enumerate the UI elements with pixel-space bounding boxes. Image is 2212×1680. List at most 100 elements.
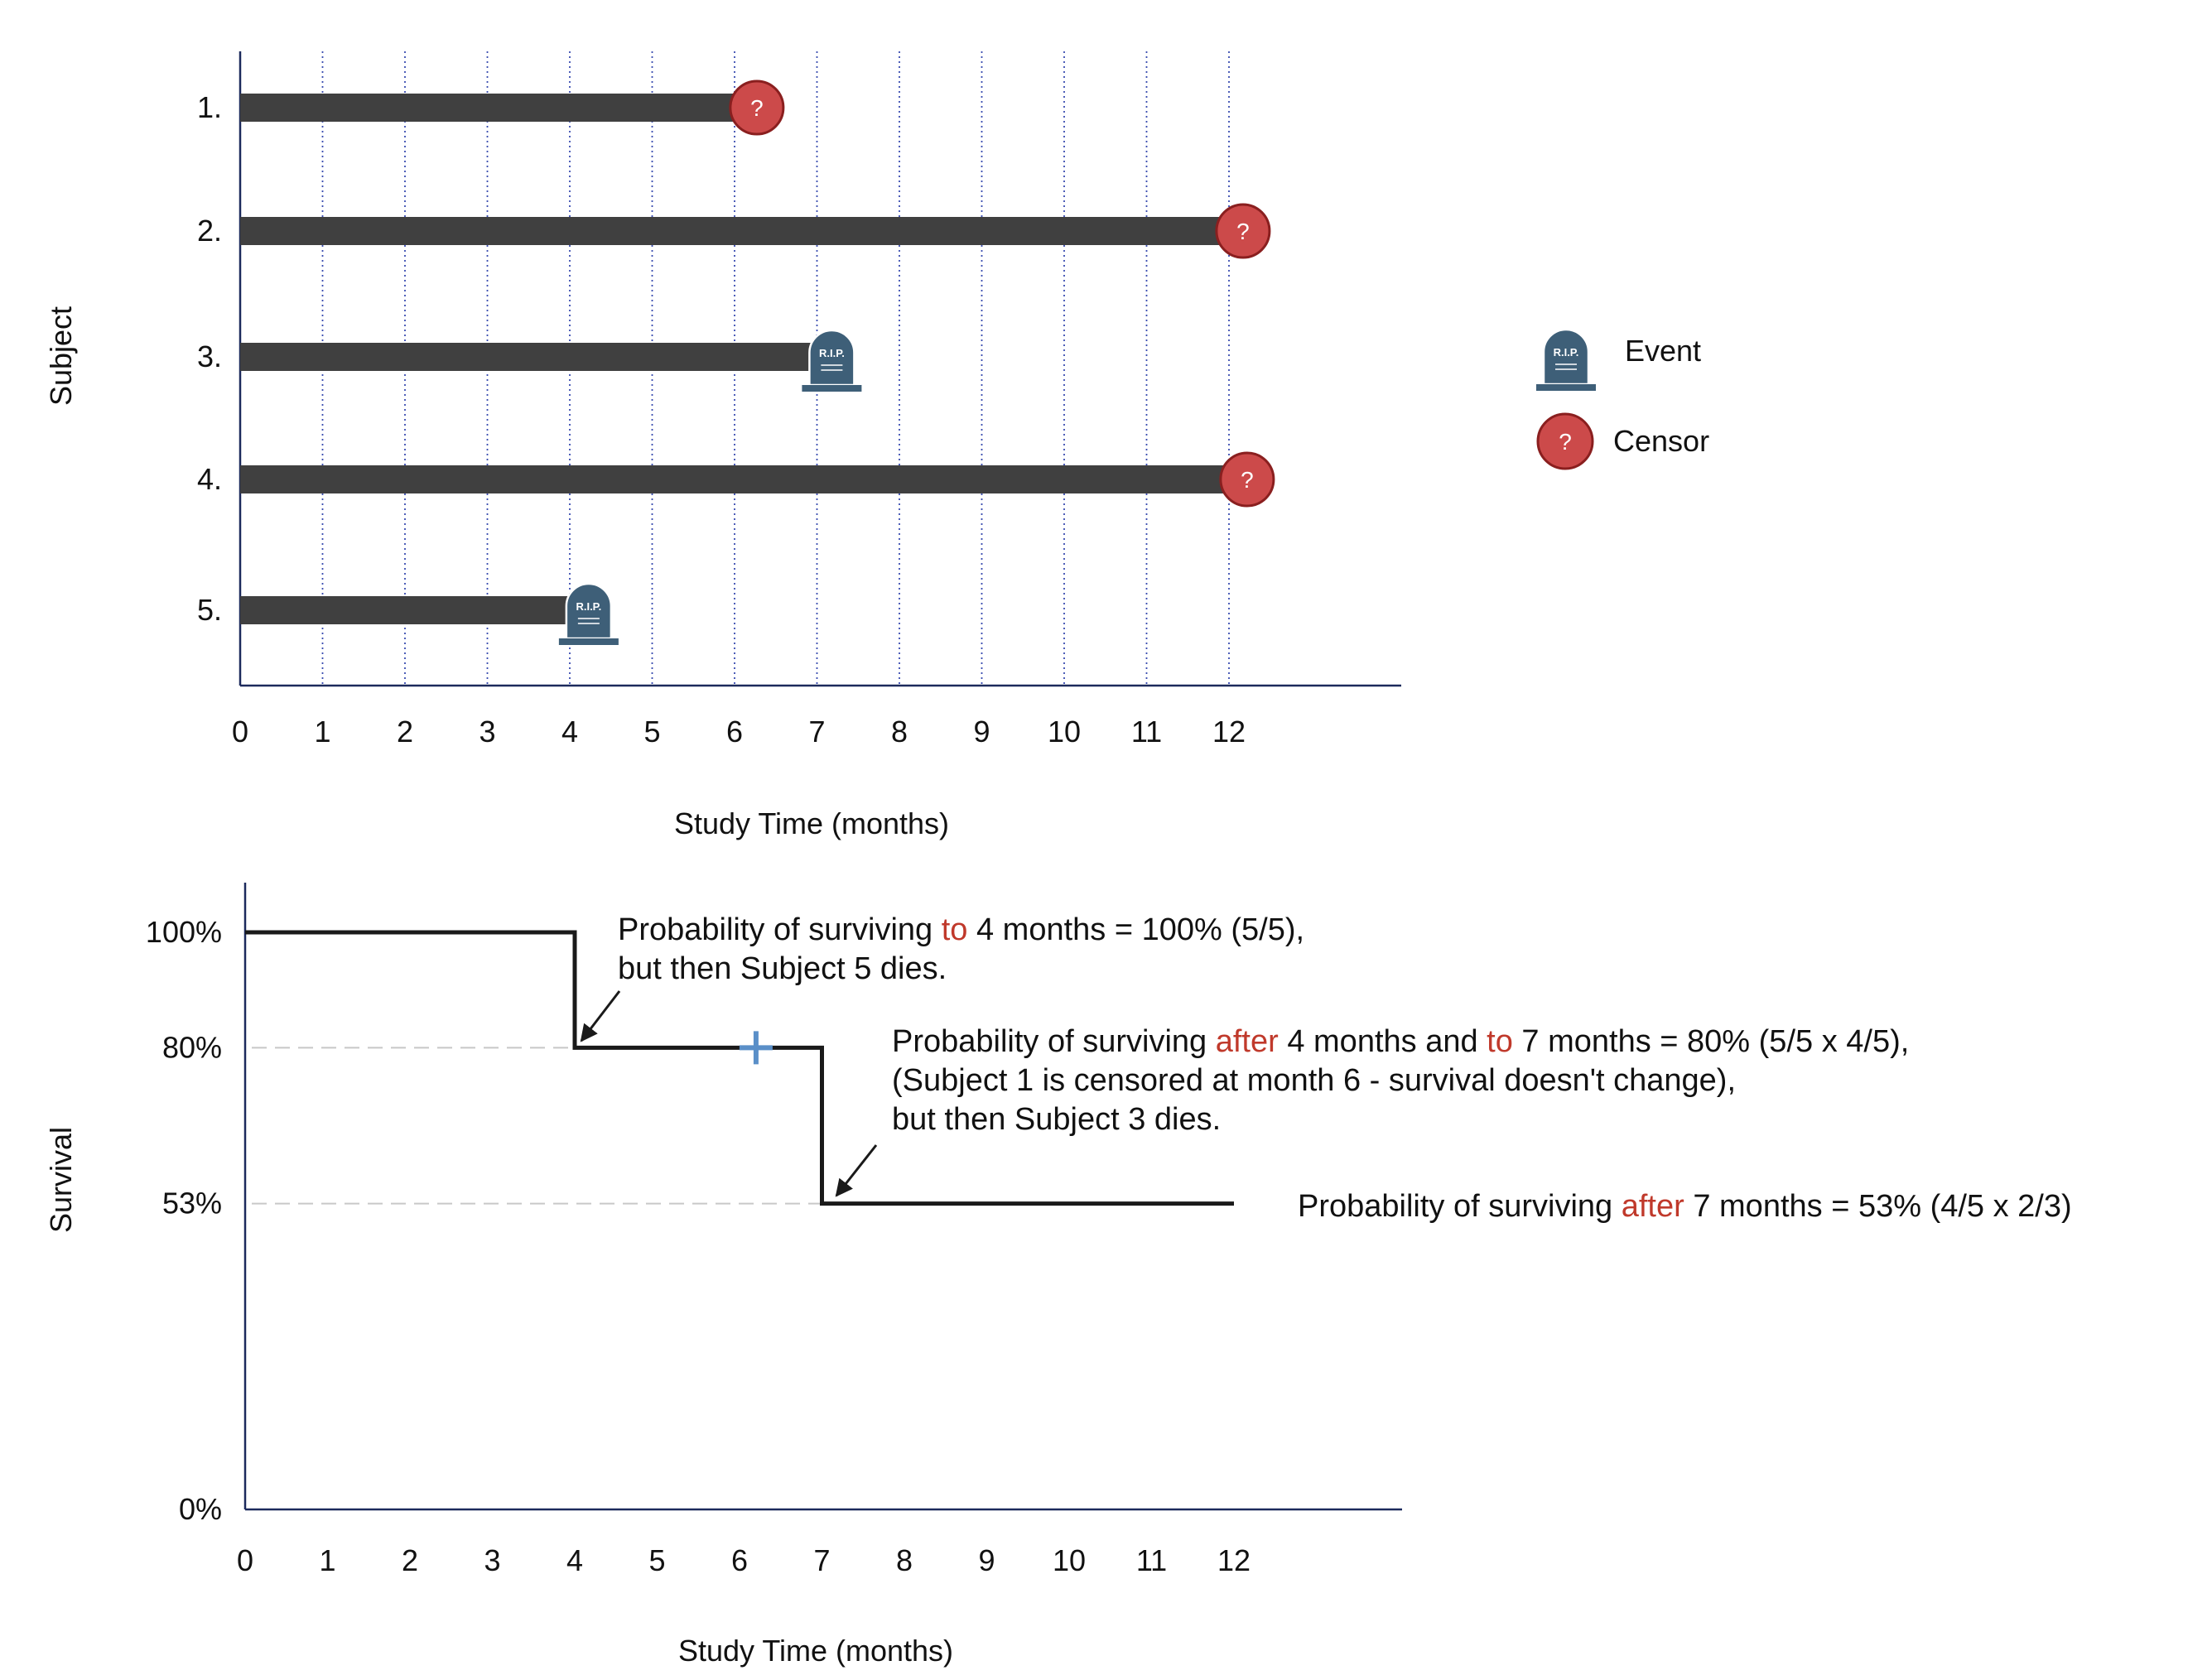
x-axis-label: Study Time (months) xyxy=(678,1634,953,1668)
legend: R.I.P. Event? Censor xyxy=(1536,328,1709,470)
annotation: Probability of surviving after 7 months … xyxy=(1298,1189,2072,1224)
annotation-text: Probability of surviving xyxy=(1298,1189,1622,1224)
x-tick-label: 4 xyxy=(561,715,578,749)
legend-label-censor: Censor xyxy=(1613,424,1709,458)
legend-label-event: Event xyxy=(1625,334,1701,368)
question-mark-icon: ? xyxy=(1215,203,1271,259)
x-tick-label: 11 xyxy=(1131,715,1162,749)
subject-label: 5. xyxy=(197,593,222,627)
annotation-text: 4 months and xyxy=(1279,1024,1487,1059)
survival-step-line xyxy=(245,930,1234,1206)
y-axis-label: Subject xyxy=(44,306,78,406)
x-tick-label: 9 xyxy=(973,715,990,749)
censor-circle xyxy=(1215,203,1271,259)
annotation: Probability of surviving after 4 months … xyxy=(835,1024,1909,1197)
x-tick-label: 5 xyxy=(643,715,660,749)
annotation-line: but then Subject 5 dies. xyxy=(618,951,947,986)
censor-mark-plus xyxy=(739,1031,773,1065)
annotation-text: 7 months = 53% (4/5 x 2/3) xyxy=(1684,1189,2072,1224)
annotation-highlight: after xyxy=(1216,1024,1279,1059)
censor-circle xyxy=(1536,412,1594,470)
subject-label: 2. xyxy=(197,214,222,248)
censor-question-mark: ? xyxy=(1241,467,1254,493)
annotation-line: (Subject 1 is censored at month 6 - surv… xyxy=(892,1063,1736,1098)
y-tick-label: 53% xyxy=(162,1187,222,1220)
x-tick-label: 1 xyxy=(314,715,330,749)
tombstone-icon: R.I.P. xyxy=(558,582,619,645)
annotation-text: but then Subject 5 dies. xyxy=(618,951,947,986)
tombstone-base xyxy=(1536,384,1596,391)
question-mark-icon: ? xyxy=(729,79,785,136)
annotation-line: but then Subject 3 dies. xyxy=(892,1102,1221,1137)
x-tick-label: 8 xyxy=(891,715,908,749)
tombstone-base xyxy=(558,638,619,645)
annotation-highlight: to xyxy=(942,912,968,947)
x-tick-label: 7 xyxy=(808,715,825,749)
x-tick-label: 1 xyxy=(319,1543,335,1577)
subject-bar xyxy=(240,596,590,624)
censor-question-mark: ? xyxy=(750,95,764,121)
annotation-arrow xyxy=(835,1144,878,1197)
x-tick-label: 10 xyxy=(1053,1543,1086,1577)
annotation-text: Probability of surviving xyxy=(618,912,942,947)
tombstone-text: R.I.P. xyxy=(576,600,601,613)
question-mark-icon: ? xyxy=(1219,451,1275,508)
tombstone-body xyxy=(808,329,855,387)
annotation: Probability of surviving to 4 months = 1… xyxy=(580,912,1304,1042)
tombstone-text: R.I.P. xyxy=(819,347,845,359)
subject-label: 3. xyxy=(197,339,222,373)
censor-circle xyxy=(1219,451,1275,508)
x-tick-label: 6 xyxy=(726,715,743,749)
subject-label: 1. xyxy=(197,90,222,124)
subject-bar xyxy=(240,94,755,122)
x-tick-label: 6 xyxy=(731,1543,748,1577)
question-mark-icon: ? xyxy=(1536,412,1594,470)
x-tick-label: 10 xyxy=(1048,715,1081,749)
x-tick-label: 4 xyxy=(566,1543,583,1577)
x-tick-label: 11 xyxy=(1136,1543,1167,1577)
censor-circle xyxy=(729,79,785,136)
annotation-highlight: after xyxy=(1622,1189,1684,1224)
tombstone-base xyxy=(802,385,862,392)
censor-question-mark: ? xyxy=(1559,429,1572,455)
annotation-line: Probability of surviving after 4 months … xyxy=(892,1024,1909,1059)
subject-bar xyxy=(240,217,1241,245)
x-tick-label: 2 xyxy=(402,1543,418,1577)
annotation-arrow xyxy=(580,990,621,1042)
tombstone-text: R.I.P. xyxy=(1554,346,1579,359)
annotation-highlight: to xyxy=(1487,1024,1513,1059)
x-tick-label: 5 xyxy=(648,1543,665,1577)
annotation-text: 7 months = 80% (5/5 x 4/5), xyxy=(1513,1024,1909,1059)
annotation-text: Probability of surviving xyxy=(892,1024,1216,1059)
x-tick-label: 3 xyxy=(479,715,495,749)
tombstone-icon: R.I.P. xyxy=(1536,328,1596,391)
x-tick-label: 7 xyxy=(813,1543,830,1577)
y-tick-label: 100% xyxy=(146,915,222,949)
subject-bar xyxy=(240,343,834,371)
censor-question-mark: ? xyxy=(1236,219,1250,244)
x-tick-label: 12 xyxy=(1217,1543,1251,1577)
x-tick-label: 0 xyxy=(237,1543,253,1577)
x-tick-label: 9 xyxy=(978,1543,995,1577)
annotation-text: (Subject 1 is censored at month 6 - surv… xyxy=(892,1063,1736,1098)
annotation-line: Probability of surviving to 4 months = 1… xyxy=(618,912,1304,947)
subject-bar xyxy=(240,465,1246,493)
tombstone-icon: R.I.P. xyxy=(802,329,862,392)
x-tick-label: 8 xyxy=(896,1543,913,1577)
subject-label: 4. xyxy=(197,462,222,496)
x-tick-label: 12 xyxy=(1212,715,1246,749)
tombstone-body xyxy=(565,582,613,640)
x-tick-label: 3 xyxy=(484,1543,500,1577)
annotation-text: 4 months = 100% (5/5), xyxy=(967,912,1304,947)
annotation-text: but then Subject 3 dies. xyxy=(892,1102,1221,1137)
x-axis-label: Study Time (months) xyxy=(674,806,949,840)
x-tick-label: 0 xyxy=(232,715,248,749)
x-tick-label: 2 xyxy=(397,715,413,749)
y-tick-label: 80% xyxy=(162,1030,222,1064)
tombstone-body xyxy=(1542,328,1590,386)
y-tick-label: 0% xyxy=(179,1492,222,1526)
annotation-line: Probability of surviving after 7 months … xyxy=(1298,1189,2072,1224)
